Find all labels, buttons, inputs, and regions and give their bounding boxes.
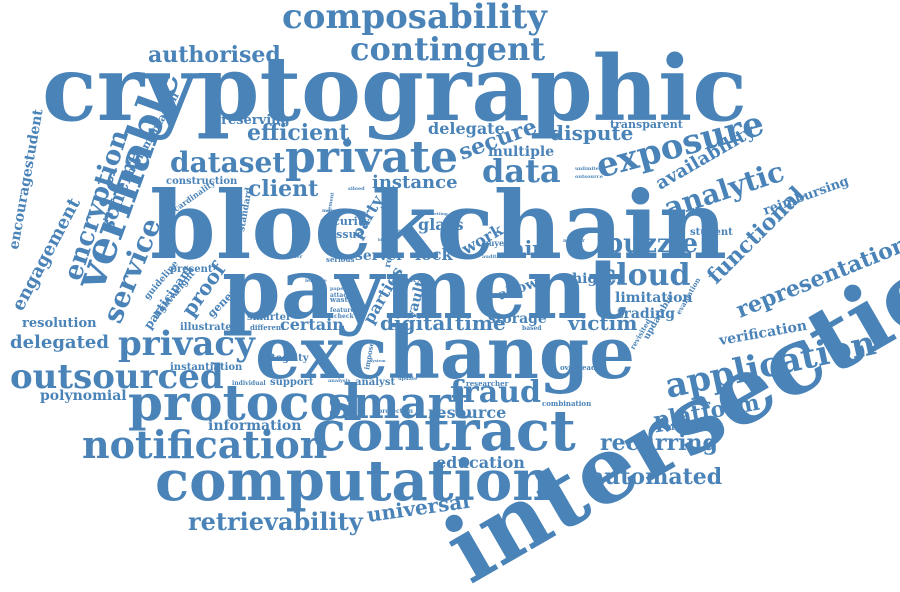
word: overhead bbox=[560, 363, 596, 372]
word: millisecond bbox=[665, 423, 724, 433]
word: protection bbox=[378, 408, 414, 415]
word: outsource bbox=[575, 174, 603, 180]
word: automated bbox=[590, 464, 722, 490]
word: information bbox=[208, 418, 301, 434]
word: check bbox=[334, 313, 354, 320]
word: number bbox=[563, 238, 585, 244]
word: researcher bbox=[466, 379, 509, 388]
word: lock bbox=[415, 245, 453, 264]
word: higher bbox=[572, 271, 624, 287]
word: polynomial bbox=[40, 388, 127, 404]
word: cost bbox=[400, 275, 417, 284]
word: delegated bbox=[10, 332, 109, 353]
word: system bbox=[370, 358, 386, 363]
word: feather bbox=[282, 254, 303, 260]
word: integrity bbox=[260, 353, 310, 364]
word: serious bbox=[326, 255, 355, 264]
word: multiple bbox=[488, 144, 554, 160]
word: auditor bbox=[482, 254, 503, 260]
word: resource bbox=[428, 403, 506, 422]
word: analysis bbox=[328, 378, 351, 384]
word: support bbox=[270, 377, 314, 388]
word: transparent bbox=[610, 118, 684, 131]
word: instance bbox=[372, 172, 458, 193]
word: server bbox=[355, 248, 404, 264]
word: based bbox=[522, 325, 542, 332]
word: delegate bbox=[428, 119, 505, 138]
word: siloed bbox=[348, 186, 365, 192]
word: security bbox=[320, 215, 370, 228]
word: attack bbox=[330, 292, 352, 299]
word: illustrate bbox=[180, 322, 232, 333]
word: preserving bbox=[212, 113, 290, 128]
word: setting bbox=[432, 211, 448, 216]
word: different bbox=[250, 323, 285, 332]
word: leakage bbox=[305, 278, 327, 284]
word: individual bbox=[232, 380, 266, 387]
word: resolution bbox=[22, 316, 97, 331]
word: retrievability bbox=[188, 507, 364, 536]
word: smarter bbox=[247, 312, 292, 323]
word: update bbox=[398, 376, 417, 382]
word: authorised bbox=[148, 42, 281, 68]
word: buyer bbox=[483, 238, 509, 248]
word: encouragestudent bbox=[6, 107, 47, 250]
word: instantiation bbox=[170, 362, 243, 373]
word: puzzle bbox=[605, 229, 698, 259]
word: block bbox=[378, 237, 390, 242]
word: glass bbox=[418, 215, 464, 234]
word: coin bbox=[452, 251, 467, 258]
word: unlimited bbox=[575, 166, 603, 172]
word: student bbox=[690, 227, 733, 238]
word: recurring bbox=[600, 430, 718, 456]
word: fair bbox=[503, 236, 543, 260]
word: contingent bbox=[350, 30, 545, 68]
word: combination bbox=[542, 399, 591, 408]
word: person bbox=[388, 228, 407, 234]
word: dataset bbox=[170, 146, 285, 179]
word: client bbox=[248, 176, 319, 202]
word: education bbox=[436, 453, 525, 472]
word: issue bbox=[332, 228, 364, 241]
word: analyst bbox=[355, 377, 395, 388]
